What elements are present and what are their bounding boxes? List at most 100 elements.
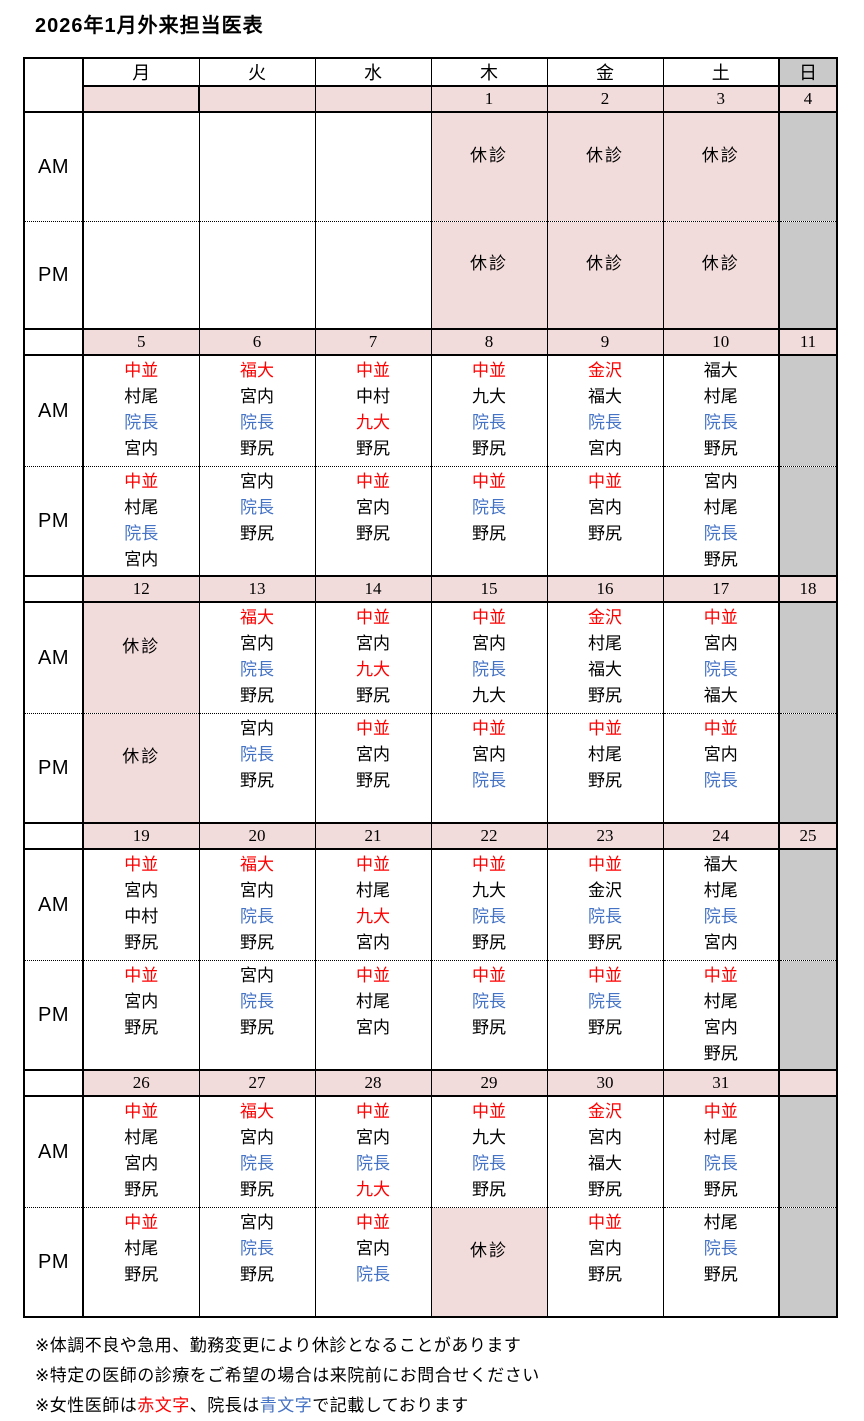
doctor-name: 中並 (472, 472, 506, 491)
doctor-name: 宮内 (356, 745, 390, 764)
doctor-name: 中並 (588, 1213, 622, 1232)
date-cell: 11 (778, 328, 838, 356)
doctor-cell: 中並 宮内 野尻 (82, 960, 200, 1071)
doctor-name: 村尾 (703, 498, 738, 517)
doctor-cell: 中並 院長 野尻 (546, 960, 664, 1071)
doctor-name: 福大 (240, 608, 274, 627)
sunday-empty-cell (778, 848, 838, 961)
doctor-name: 野尻 (240, 771, 274, 790)
doctor-cell: 中並 村尾 院長 宮内 (82, 354, 200, 467)
closed-label: 休診 (586, 253, 624, 273)
doctor-name: 院長 (240, 413, 274, 432)
doctor-name: 野尻 (124, 933, 159, 952)
doctor-name: 野尻 (703, 439, 738, 458)
date-cell: 8 (430, 328, 548, 356)
note-line: ※特定の医師の診療をご希望の場合は来院前にお問合せください (35, 1361, 864, 1391)
doctor-name: 中並 (356, 1213, 390, 1232)
doctor-name: 野尻 (240, 1265, 274, 1284)
date-cell (198, 85, 316, 113)
doctor-name: 野尻 (588, 686, 622, 705)
doctor-cell: 中並 村尾 院長 野尻 (662, 1095, 780, 1208)
doctor-name: 中並 (124, 1102, 159, 1121)
doctor-cell: 福大 宮内 院長 野尻 (198, 354, 316, 467)
doctor-name: 金沢 (588, 1102, 622, 1121)
doctor-name: 院長 (124, 524, 159, 543)
doctor-name: 中並 (472, 855, 506, 874)
doctor-name: 宮内 (703, 472, 738, 491)
date-cell: 27 (198, 1069, 316, 1097)
am-label: AM (23, 1095, 84, 1208)
am-label: AM (23, 848, 84, 961)
empty-cell (314, 111, 432, 222)
doctor-name: 宮内 (703, 933, 738, 952)
doctor-name: 九大 (472, 387, 506, 406)
doctor-name: 中並 (124, 361, 159, 380)
pm-label: PM (23, 466, 84, 577)
date-cell: 26 (82, 1069, 200, 1097)
doctor-name: 福大 (703, 686, 738, 705)
doctor-name: 野尻 (588, 1180, 622, 1199)
doctor-name: 院長 (703, 1154, 738, 1173)
doctor-cell: 中並 村尾 野尻 (82, 1207, 200, 1318)
closed-label: 休診 (470, 145, 508, 165)
date-row-label-cell (23, 822, 84, 850)
doctor-name: 金沢 (588, 361, 622, 380)
doctor-name: 宮内 (588, 498, 622, 517)
doctor-cell: 中並 宮内 中村 野尻 (82, 848, 200, 961)
doctor-name: 院長 (703, 524, 738, 543)
doctor-name: 中並 (472, 608, 506, 627)
closed-cell: 休診 (546, 221, 664, 330)
doctor-name: 宮内 (703, 634, 738, 653)
doctor-name: 院長 (472, 660, 506, 679)
note-text: 、院長は (189, 1396, 260, 1415)
doctor-name: 宮内 (472, 745, 506, 764)
doctor-name: 宮内 (703, 745, 738, 764)
doctor-cell: 中並 宮内 野尻 (314, 713, 432, 824)
doctor-name: 福大 (703, 855, 738, 874)
date-cell: 10 (662, 328, 780, 356)
doctor-cell: 中並 宮内 院長 九大 (430, 601, 548, 714)
note-text: ※女性医師は (35, 1396, 138, 1415)
doctor-name: 宮内 (472, 634, 506, 653)
doctor-name: 野尻 (240, 524, 274, 543)
schedule-table: 月火水木金土日 1 2 3 4 AM 休診 休診 休診 PM 休診 休診 休診 5 6 7 8 9 10 11 AM 中並… (23, 57, 838, 1318)
closed-cell: 休診 (430, 111, 548, 222)
closed-label: 休診 (586, 145, 624, 165)
doctor-name: 院長 (472, 1154, 506, 1173)
date-cell: 6 (198, 328, 316, 356)
sunday-empty-cell (778, 111, 838, 222)
date-cell: 16 (546, 575, 664, 603)
doctor-name: 院長 (703, 771, 738, 790)
sunday-empty-cell (778, 466, 838, 577)
date-row-label-cell (23, 1069, 84, 1097)
doctor-name: 村尾 (703, 1213, 738, 1232)
doctor-name: 院長 (703, 1239, 738, 1258)
doctor-name: 中村 (124, 907, 159, 926)
doctor-name: 野尻 (124, 1180, 159, 1199)
weekday-header: 水 (314, 57, 432, 87)
doctor-name: 福大 (588, 660, 622, 679)
empty-cell (198, 111, 316, 222)
doctor-name: 宮内 (588, 439, 622, 458)
doctor-name: 院長 (472, 771, 506, 790)
doctor-name: 野尻 (240, 933, 274, 952)
doctor-cell: 中並 宮内 院長 (662, 713, 780, 824)
weekday-header: 日 (778, 57, 838, 87)
doctor-name: 宮内 (240, 472, 274, 491)
doctor-name: 宮内 (240, 1213, 274, 1232)
doctor-name: 宮内 (588, 1239, 622, 1258)
doctor-cell: 金沢 宮内 福大 野尻 (546, 1095, 664, 1208)
doctor-name: 村尾 (703, 992, 738, 1011)
doctor-name: 中並 (124, 472, 159, 491)
doctor-name: 院長 (356, 1265, 390, 1284)
doctor-name: 野尻 (240, 439, 274, 458)
doctor-name: 野尻 (588, 933, 622, 952)
sunday-empty-cell (778, 1207, 838, 1318)
date-cell (82, 85, 200, 113)
doctor-name: 宮内 (356, 1128, 390, 1147)
doctor-name: 村尾 (356, 992, 390, 1011)
doctor-cell: 中並 宮内 院長 九大 (314, 1095, 432, 1208)
closed-cell: 休診 (662, 221, 780, 330)
doctor-cell: 中並 九大 院長 野尻 (430, 848, 548, 961)
doctor-name: 宮内 (124, 992, 159, 1011)
